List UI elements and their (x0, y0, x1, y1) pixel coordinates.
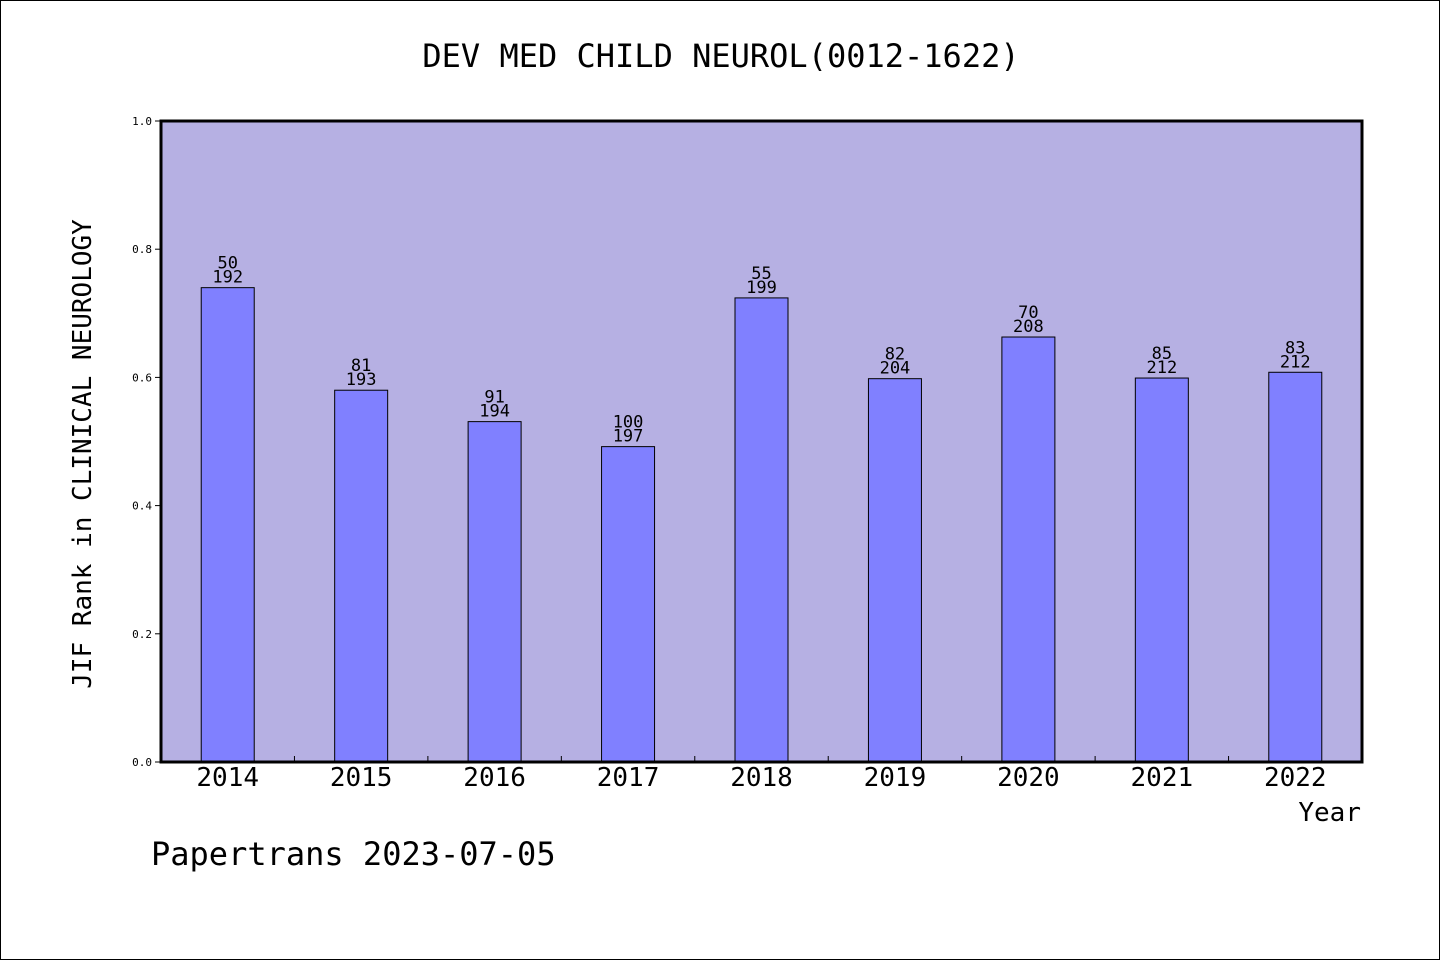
bar-2015 (334, 389, 389, 763)
bar-total-label: 197 (613, 427, 644, 447)
bar-2019 (867, 378, 922, 763)
bar-rank-label: 70 (1018, 303, 1038, 323)
plot-border (159, 119, 1364, 764)
bar-2017 (601, 446, 656, 763)
x-tick-label: 2021 (1131, 763, 1194, 793)
x-tick-label: 2015 (330, 763, 393, 793)
y-axis-label: JIF Rank in CLINICAL NEUROLOGY (68, 219, 98, 689)
bar-rank-label: 50 (217, 254, 237, 274)
bar-rank-label: 83 (1285, 338, 1305, 358)
y-tick-label: 0.2 (132, 628, 152, 641)
bar-total-label: 199 (746, 278, 777, 298)
bar-total-label: 212 (1280, 352, 1311, 372)
bar-rank-label: 55 (751, 264, 771, 284)
bar-2018 (734, 297, 789, 763)
bar-total-label: 194 (479, 402, 510, 422)
bar-2022 (1268, 371, 1323, 763)
y-tick-label: 1.0 (132, 115, 152, 128)
x-tick-label: 2019 (864, 763, 927, 793)
x-tick-label: 2014 (196, 763, 259, 793)
bar-2020 (1001, 336, 1056, 763)
chart-title: DEV MED CHILD NEUROL(0012-1622) (422, 37, 1019, 75)
bar-rank-label: 85 (1152, 344, 1172, 364)
bar-labels-group: 5019281193911941001975519982204702088521… (212, 254, 1310, 447)
bar-total-label: 193 (346, 370, 377, 390)
bar-rank-label: 100 (613, 413, 644, 433)
y-tick-label: 0.8 (132, 243, 152, 256)
bar-rank-label: 82 (885, 345, 905, 365)
bar-total-label: 192 (212, 268, 243, 288)
bar-2014 (200, 287, 255, 763)
x-tick-label: 2016 (463, 763, 526, 793)
x-tick-label: 2020 (997, 763, 1060, 793)
x-tick-label: 2017 (597, 763, 660, 793)
x-tick-label: 2022 (1264, 763, 1327, 793)
y-tick-label: 0.6 (132, 371, 152, 384)
bar-total-label: 204 (880, 359, 911, 379)
bar-2016 (467, 421, 522, 763)
y-axis: 0.0 0.2 0.4 0.6 0.8 1.0 (132, 115, 161, 769)
bar-2021 (1134, 377, 1189, 763)
bars-group (200, 287, 1323, 763)
bar-total-label: 208 (1013, 317, 1044, 337)
source-footer: Papertrans 2023-07-05 (151, 835, 556, 873)
bar-total-label: 212 (1146, 358, 1177, 378)
x-tick-label: 2018 (730, 763, 793, 793)
x-axis: 2014 2015 2016 2017 2018 2019 2020 2021 2022 (196, 756, 1327, 793)
x-axis-label: Year (1298, 798, 1361, 828)
y-tick-label: 0.0 (132, 756, 152, 769)
bar-rank-label: 81 (351, 356, 371, 376)
y-tick-label: 0.4 (132, 500, 152, 513)
bar-rank-label: 91 (484, 388, 504, 408)
